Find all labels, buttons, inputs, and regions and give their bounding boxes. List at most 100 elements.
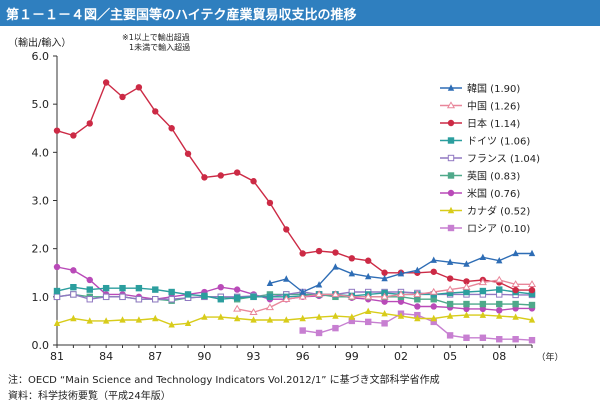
data-point-korea xyxy=(397,270,405,277)
y-tick-label: 5.0 xyxy=(32,98,50,111)
legend-marker-korea xyxy=(447,84,455,91)
data-point-japan xyxy=(217,172,224,179)
data-point-korea xyxy=(463,260,470,267)
legend-label-korea: 韓国 (1.90) xyxy=(467,83,520,95)
legend-label-usa: 米国 (0.76) xyxy=(467,187,520,200)
data-point-canada xyxy=(102,317,110,324)
data-point-china xyxy=(233,304,242,312)
data-point-china xyxy=(429,287,438,295)
data-point-canada xyxy=(496,312,503,319)
data-point-germany xyxy=(86,286,93,293)
data-point-germany xyxy=(102,284,110,292)
data-point-korea xyxy=(381,274,388,282)
data-point-china xyxy=(282,295,291,302)
data-point-usa xyxy=(86,276,93,284)
data-point-germany xyxy=(168,288,175,296)
data-point-russia xyxy=(315,329,323,337)
data-point-russia xyxy=(430,318,437,326)
data-point-germany xyxy=(528,290,536,298)
y-tick-label: 4.0 xyxy=(32,146,50,159)
legend-marker-germany xyxy=(447,137,455,144)
threshold-note: ※1以上で輸出超過 1未満で輸入超過 xyxy=(122,33,190,53)
data-point-usa xyxy=(217,284,224,291)
data-point-canada xyxy=(53,319,61,327)
data-point-canada xyxy=(332,312,339,319)
data-point-france xyxy=(119,293,126,301)
data-point-japan xyxy=(299,250,306,257)
data-point-usa xyxy=(53,263,61,271)
data-point-uk xyxy=(414,296,421,303)
data-point-uk xyxy=(430,296,437,303)
data-point-usa xyxy=(381,298,388,305)
series-line-japan xyxy=(56,81,532,291)
data-point-germany xyxy=(233,294,241,301)
data-point-japan xyxy=(446,275,454,282)
y-tick-label: 0.0 xyxy=(32,339,50,352)
data-point-russia xyxy=(381,320,388,327)
data-point-canada xyxy=(119,316,126,323)
data-point-china xyxy=(446,285,455,293)
data-point-japan xyxy=(233,169,241,176)
data-point-japan xyxy=(86,120,93,127)
legend-label-japan: 日本 (1.14) xyxy=(467,117,520,130)
y-tick-label: 3.0 xyxy=(32,195,50,208)
legend-label-russia: ロシア (0.10) xyxy=(467,224,530,235)
data-point-canada xyxy=(299,314,306,322)
data-point-canada xyxy=(184,319,192,327)
x-tick-label: 87 xyxy=(148,350,162,363)
data-point-canada xyxy=(365,307,372,314)
data-point-france xyxy=(53,293,61,301)
data-point-germany xyxy=(496,286,503,293)
data-point-canada xyxy=(168,321,175,328)
data-point-russia xyxy=(365,318,372,326)
data-point-uk xyxy=(463,300,470,308)
data-point-canada xyxy=(479,311,487,318)
data-point-canada xyxy=(414,314,421,322)
legend-marker-russia xyxy=(447,224,455,232)
data-point-canada xyxy=(135,316,143,323)
data-point-japan xyxy=(528,286,536,294)
data-point-japan xyxy=(430,268,437,275)
data-point-japan xyxy=(512,286,519,294)
data-point-russia xyxy=(446,332,454,339)
threshold-note-line2: 1未満で輸入超過 xyxy=(129,43,191,52)
data-point-canada xyxy=(512,313,519,320)
data-point-china xyxy=(462,283,471,290)
data-point-china xyxy=(265,303,275,311)
data-point-france xyxy=(70,291,77,298)
data-point-russia xyxy=(479,334,487,341)
data-point-china xyxy=(364,292,373,300)
data-point-korea xyxy=(365,272,372,280)
legend-marker-usa xyxy=(447,189,455,197)
data-point-china xyxy=(298,292,307,300)
x-tick-label: 90 xyxy=(197,350,211,363)
x-tick-label: 05 xyxy=(443,350,457,363)
data-point-korea xyxy=(479,253,487,261)
x-tick-label: 02 xyxy=(394,350,408,363)
data-point-china xyxy=(413,290,422,298)
data-point-korea xyxy=(283,275,290,282)
data-point-china xyxy=(314,290,324,298)
data-point-japan xyxy=(70,132,77,139)
data-point-japan xyxy=(102,79,110,86)
data-point-canada xyxy=(86,317,93,324)
data-point-germany xyxy=(201,292,208,300)
threshold-note-line1: ※1以上で輸出超過 xyxy=(122,33,190,42)
data-point-russia xyxy=(299,327,306,334)
data-point-russia xyxy=(528,336,536,344)
data-point-korea xyxy=(299,288,306,295)
data-point-canada xyxy=(381,309,388,317)
data-point-korea xyxy=(430,256,437,263)
data-point-korea xyxy=(266,279,274,287)
data-point-japan xyxy=(250,178,257,185)
data-point-germany xyxy=(152,286,159,293)
data-point-germany xyxy=(184,291,192,298)
data-point-japan xyxy=(152,108,159,115)
y-axis-label: （輸出/輸入） xyxy=(8,38,72,49)
data-point-usa xyxy=(397,298,405,305)
data-point-china xyxy=(495,275,504,283)
legend-label-china: 中国 (1.26) xyxy=(467,100,520,113)
data-point-japan xyxy=(53,127,61,134)
x-tick-label: 08 xyxy=(492,350,506,363)
line-chart: 0.0 1.0 2.0 3.0 4.0 5.0 6.0 81 84 87 90 93 96 99 02 05 0… xyxy=(32,50,564,363)
